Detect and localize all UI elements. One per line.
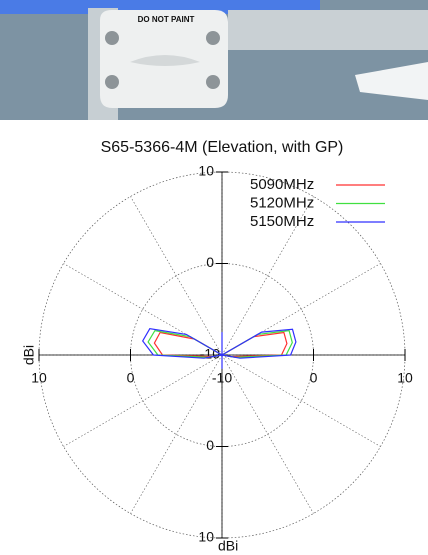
r-tick-label: 0 <box>310 370 318 386</box>
screw <box>105 75 119 89</box>
antenna <box>355 62 428 100</box>
screw <box>206 31 220 45</box>
ruler-horizontal <box>228 10 428 50</box>
bracket-label: DO NOT PAINT <box>138 15 195 24</box>
spoke <box>221 196 314 356</box>
r-tick-label: 10 <box>31 370 47 386</box>
legend-label: 5090MHz <box>250 176 314 193</box>
legend-label: 5150MHz <box>250 213 314 230</box>
r-tick-label: 10 <box>397 370 413 386</box>
screw <box>105 31 119 45</box>
r-tick-label: 0 <box>127 370 135 386</box>
spoke <box>130 354 223 514</box>
r-tick-label: 10 <box>198 529 214 545</box>
spoke <box>63 263 223 356</box>
r-tick-label: 10 <box>198 163 214 179</box>
spoke <box>221 354 381 447</box>
chart-title: S65-5366-4M (Elevation, with GP) <box>101 139 344 156</box>
screw <box>206 75 220 89</box>
r-tick-label: 0 <box>206 437 214 453</box>
r-axis-label: dBi <box>218 538 238 554</box>
r-axis-label: dBi <box>21 345 37 365</box>
bracket-rib <box>130 55 200 66</box>
series-line <box>141 328 297 369</box>
photo: DO NOT PAINT <box>0 0 428 120</box>
legend-label: 5120MHz <box>250 194 314 211</box>
r-tick-label: 0 <box>206 254 214 270</box>
